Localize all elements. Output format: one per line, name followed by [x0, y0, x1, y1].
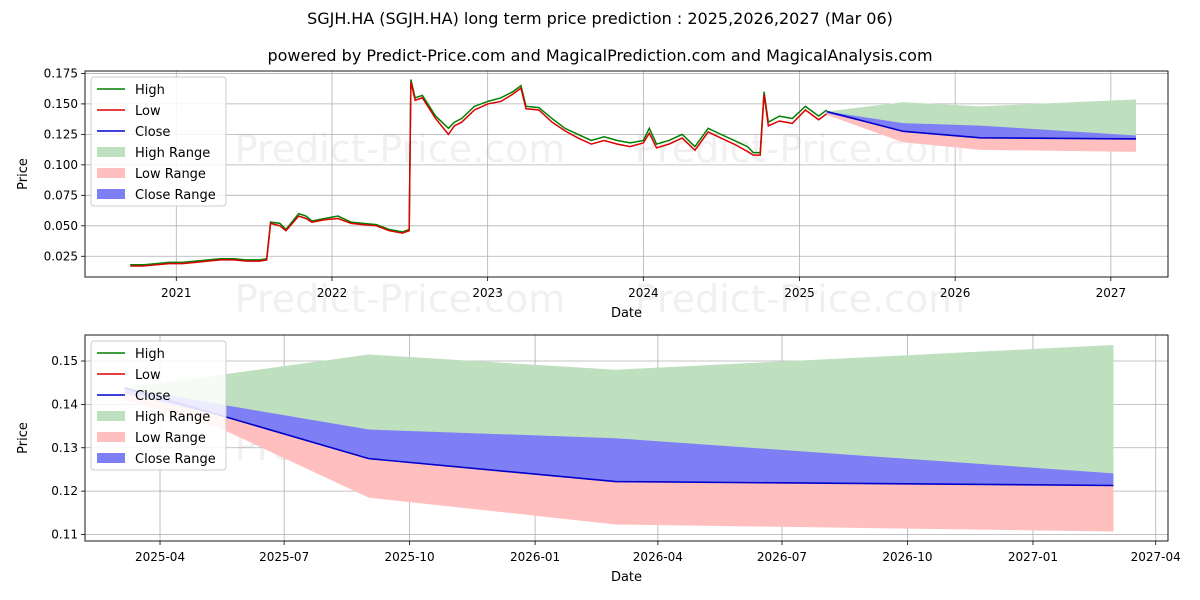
- close-series-line: [826, 110, 1137, 140]
- close-range-band: [826, 111, 1137, 139]
- legend-label: Low Range: [135, 431, 206, 446]
- legend-swatch-patch: [97, 147, 125, 157]
- watermark-text: Predict-Price.com: [635, 277, 966, 321]
- x-tick-label: 2026: [940, 286, 971, 300]
- legend-label: Close Range: [135, 188, 216, 203]
- y-axis-label: Price: [16, 422, 31, 454]
- legend-label: Low: [135, 104, 161, 119]
- legend-label: Low: [135, 368, 161, 383]
- legend-swatch-patch: [97, 168, 125, 178]
- y-tick-label: 0.100: [44, 158, 78, 172]
- x-tick-label: 2021: [161, 286, 192, 300]
- y-tick-label: 0.13: [51, 441, 78, 455]
- x-tick-label: 2025-04: [135, 550, 185, 564]
- x-axis-label: Date: [611, 306, 642, 321]
- x-tick-label: 2024: [628, 286, 659, 300]
- high-series-line: [130, 79, 828, 266]
- legend-label: High: [135, 83, 165, 98]
- legend: High Low Close High Range Low Range Close Ran…: [90, 76, 227, 207]
- legend-label: High Range: [135, 410, 210, 425]
- legend-swatch-patch: [97, 189, 125, 199]
- y-tick-label: 0.075: [44, 188, 78, 202]
- y-tick-label: 0.175: [44, 66, 78, 80]
- x-tick-label: 2026-04: [633, 550, 683, 564]
- y-tick-label: 0.11: [51, 527, 78, 541]
- legend-label: High: [135, 347, 165, 362]
- low-range-band: [124, 387, 1114, 532]
- x-tick-label: 2022: [317, 286, 348, 300]
- legend-swatch-patch: [97, 453, 125, 463]
- close-range-band: [124, 387, 1114, 486]
- x-tick-label: 2026-01: [510, 550, 560, 564]
- y-tick-label: 0.025: [44, 249, 78, 263]
- legend: High Low Close High Range Low Range Close Ran…: [90, 340, 227, 471]
- chart-panel-1: Predict-Price.com Predict-Price.com Predic…: [16, 66, 1169, 321]
- x-tick-label: 2025-10: [385, 550, 435, 564]
- legend-label: High Range: [135, 146, 210, 161]
- x-tick-label: 2026-10: [882, 550, 932, 564]
- legend-swatch-patch: [97, 411, 125, 421]
- chart-panel-2: Predict-Price.comPredict-Price.com2025-0…: [16, 334, 1181, 585]
- y-tick-label: 0.150: [44, 97, 78, 111]
- x-tick-label: 2026-07: [757, 550, 807, 564]
- y-tick-label: 0.14: [51, 397, 78, 411]
- x-tick-label: 2027-01: [1008, 550, 1058, 564]
- legend-label: Low Range: [135, 167, 206, 182]
- chart-subtitle: powered by Predict-Price.com and Magical…: [267, 46, 933, 65]
- x-tick-label: 2027: [1096, 286, 1127, 300]
- low-series-line: [130, 81, 828, 267]
- legend-label: Close Range: [135, 452, 216, 467]
- x-tick-label: 2025-07: [259, 550, 309, 564]
- y-tick-label: 0.050: [44, 219, 78, 233]
- plot-frame: [84, 334, 1169, 542]
- x-tick-label: 2023: [472, 286, 503, 300]
- x-tick-label: 2027-04: [1131, 550, 1181, 564]
- y-tick-label: 0.12: [51, 484, 78, 498]
- plot-frame: [84, 70, 1169, 278]
- y-axis-label: Price: [16, 158, 31, 190]
- x-tick-label: 2025: [784, 286, 815, 300]
- watermark-text: Predict-Price.com: [235, 277, 566, 321]
- y-tick-label: 0.125: [44, 127, 78, 141]
- y-tick-label: 0.15: [51, 354, 78, 368]
- legend-swatch-patch: [97, 432, 125, 442]
- legend-label: Close: [135, 389, 170, 404]
- legend-label: Close: [135, 125, 170, 140]
- watermark-text: Predict-Price.com: [235, 127, 566, 171]
- low-range-band: [826, 111, 1137, 152]
- x-axis-label: Date: [611, 570, 642, 585]
- chart-title: SGJH.HA (SGJH.HA) long term price predic…: [307, 9, 893, 28]
